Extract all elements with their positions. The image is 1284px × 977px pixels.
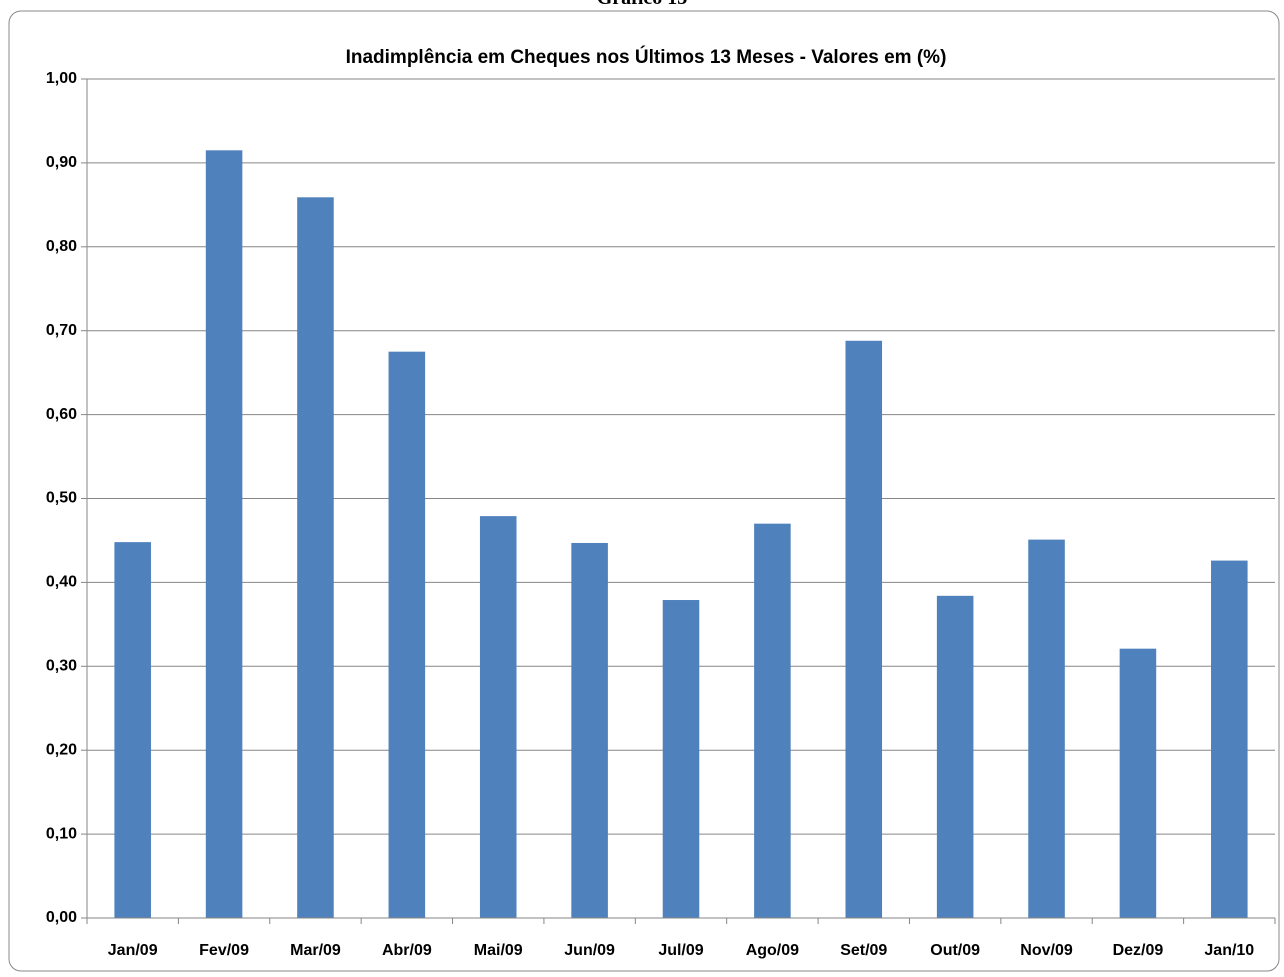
bar: [479, 516, 517, 918]
x-tick-label: Jan/09: [108, 942, 158, 959]
y-tick-label: 0,50: [46, 490, 77, 507]
bar: [754, 523, 791, 918]
chart-title: Inadimplência em Cheques nos Últimos 13 …: [346, 46, 947, 68]
bar: [662, 600, 700, 918]
bar: [1119, 648, 1157, 918]
x-tick-label: Jun/09: [564, 942, 615, 959]
bar: [571, 542, 608, 918]
x-tick-label: Mar/09: [290, 942, 341, 959]
x-tick-label: Abr/09: [382, 942, 432, 959]
x-tick-label: Fev/09: [199, 942, 249, 959]
x-tick-label: Jul/09: [658, 942, 703, 959]
x-tick-label: Dez/09: [1113, 942, 1164, 959]
bar: [936, 595, 974, 918]
bar: [205, 150, 243, 918]
chart-frame: [8, 10, 1280, 972]
x-tick-label: Out/09: [930, 942, 980, 959]
x-tick-label: Mai/09: [474, 942, 523, 959]
y-tick-label: 1,00: [46, 70, 77, 87]
y-tick-label: 0,40: [46, 574, 77, 591]
x-tick-label: Set/09: [840, 942, 887, 959]
bar: [297, 197, 334, 918]
y-tick-label: 0,00: [46, 909, 77, 926]
bar: [845, 340, 883, 918]
x-tick-label: Nov/09: [1020, 942, 1073, 959]
bar: [1028, 539, 1065, 918]
y-tick-label: 0,30: [46, 658, 77, 675]
bar: [388, 351, 426, 918]
x-tick-label: Jan/10: [1204, 942, 1254, 959]
x-tick-label: Ago/09: [746, 942, 799, 959]
bar: [114, 542, 151, 918]
y-tick-label: 0,60: [46, 406, 77, 423]
y-tick-label: 0,90: [46, 154, 77, 171]
y-tick-label: 0,10: [46, 825, 77, 842]
y-tick-label: 0,20: [46, 741, 77, 758]
y-tick-label: 0,70: [46, 322, 77, 339]
header: Gráfico 13: [597, 0, 688, 9]
y-tick-label: 0,80: [46, 238, 77, 255]
bar: [1211, 560, 1248, 918]
